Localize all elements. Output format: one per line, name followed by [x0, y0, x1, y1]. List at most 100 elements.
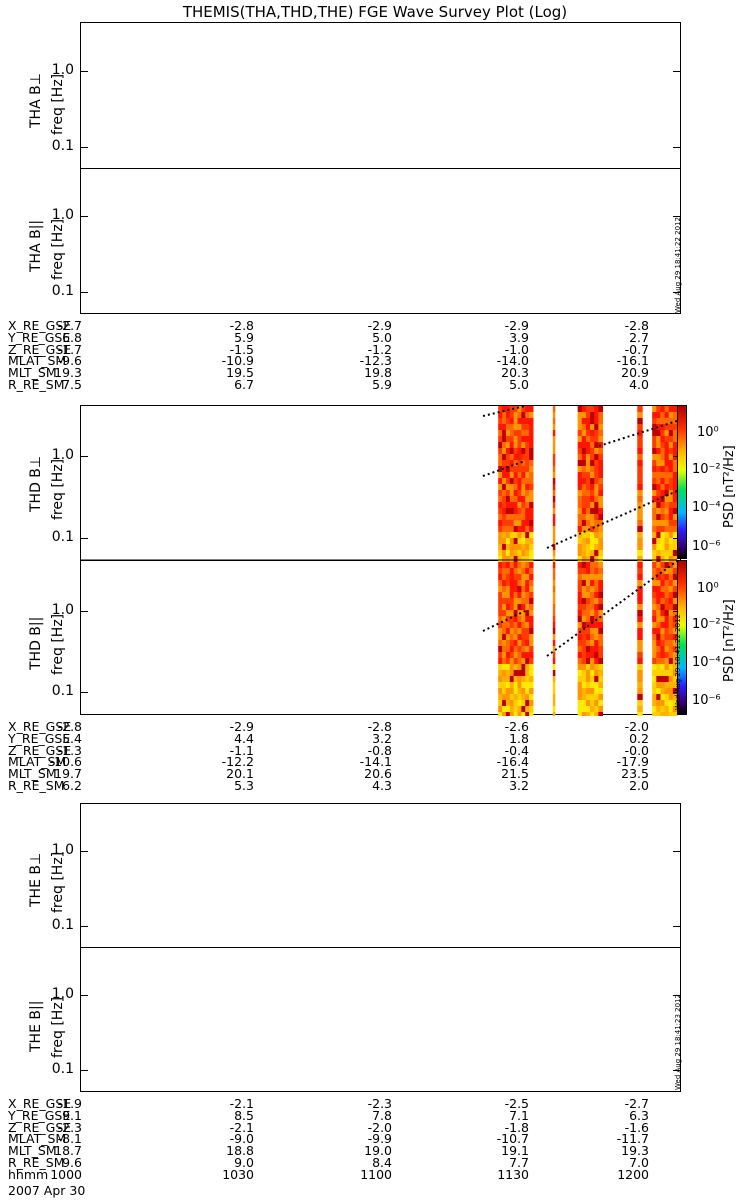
ephemeris-value: -2.1: [229, 1119, 254, 1135]
spectrogram-cell: [652, 670, 657, 677]
spectrogram-cell: [517, 622, 522, 629]
spectrogram-cell: [664, 670, 670, 677]
spectrogram-cell: [598, 628, 603, 635]
spectrogram-cell: [660, 550, 666, 557]
ytick-mark: [673, 292, 681, 294]
spectrogram-cell: [585, 502, 591, 509]
spectrogram-cell: [505, 454, 511, 461]
spectrogram-cell: [525, 496, 530, 503]
spectrogram-cell: [502, 502, 507, 509]
spectrogram-cell: [505, 556, 511, 563]
ephemeris-value: -10.7: [496, 1131, 529, 1147]
ephemeris-value: 6.8: [62, 329, 82, 345]
spectrogram-cell: [517, 550, 522, 557]
spectrogram-cell: [656, 532, 661, 539]
spectrogram-cell: [517, 496, 522, 503]
spectrogram-cell: [509, 688, 515, 695]
spectrogram-cell: [598, 676, 603, 683]
spectrogram-cell: [509, 586, 515, 593]
spectrogram-cell: [525, 472, 530, 479]
ephemeris-value: -2.8: [624, 318, 649, 333]
spectrogram-cell: [590, 604, 595, 611]
spectrogram-cell: [672, 478, 678, 485]
spectrogram-cell: [672, 580, 678, 587]
spectrogram-cell: [652, 466, 657, 473]
spectrogram-cell: [498, 424, 503, 431]
spectrogram-cell: [668, 460, 674, 467]
spectrogram-cell: [577, 712, 583, 716]
spectrogram-cell: [590, 544, 595, 551]
spectrogram-cell: [668, 562, 674, 569]
spectrogram-cell: [525, 688, 530, 695]
spectrogram-cell: [509, 652, 515, 659]
spectrogram-cell: [672, 460, 678, 467]
spectrogram-cell: [577, 592, 583, 599]
spectrogram-cell: [498, 538, 503, 545]
spectrogram-cell: [664, 502, 670, 509]
ephemeris-value: -2.0: [624, 719, 649, 734]
spectrogram-cell: [652, 526, 657, 533]
spectrogram-cell: [581, 418, 587, 425]
ytick-label: 1.0: [51, 602, 74, 619]
spectrogram-cell: [652, 676, 657, 683]
spectrogram-cell: [672, 544, 678, 551]
ephemeris-value: 7.8: [372, 1107, 392, 1123]
spectrogram-cell: [509, 556, 515, 563]
spectrogram-cell: [660, 616, 666, 623]
spectrogram-cell: [521, 556, 526, 563]
spectrogram-cell: [521, 646, 526, 653]
spectrogram-cell: [517, 436, 522, 443]
spectrogram-cell: [585, 706, 591, 713]
spectrogram-cell: [552, 550, 556, 557]
spectrogram-cell: [585, 532, 591, 539]
spectrogram-cell: [521, 442, 526, 449]
ephemeris-value: 9.1: [62, 1107, 82, 1123]
spectrogram-cell: [656, 550, 661, 557]
spectrogram-cell: [498, 610, 503, 617]
spectrogram-cell: [513, 658, 519, 665]
spectrogram-cell: [513, 418, 519, 425]
spectrogram-cell: [590, 562, 595, 569]
spectrogram-cell: [637, 436, 643, 443]
spectrogram-cell: [502, 658, 507, 665]
spectrogram-cell: [668, 706, 674, 713]
spectrogram-cell: [509, 460, 515, 467]
spectrogram-cell: [505, 436, 511, 443]
spectrogram-cell: [525, 544, 530, 551]
spectrogram-cell: [668, 556, 674, 563]
spectrogram-cell: [502, 436, 507, 443]
spectrogram-cell: [585, 550, 591, 557]
ephemeris-value: 9.6: [62, 1154, 82, 1170]
spectrogram-cell: [521, 682, 526, 689]
spectrogram-cell: [585, 676, 591, 683]
spectrogram-cell: [660, 568, 666, 575]
spectrogram-cell: [664, 700, 670, 707]
spectrogram-cell: [581, 442, 587, 449]
spectrogram-cell: [637, 658, 643, 665]
spectrogram-cell: [525, 586, 530, 593]
spectrogram-cell: [656, 604, 661, 611]
spectrogram-cell: [529, 430, 534, 437]
spectrogram-cell: [590, 466, 595, 473]
ytick-mark: [80, 994, 88, 996]
spectrogram-cell: [585, 652, 591, 659]
spectrogram-cell: [590, 496, 595, 503]
spectrogram-cell: [672, 610, 678, 617]
spectrogram-cell: [656, 490, 661, 497]
spectrogram-cell: [513, 502, 519, 509]
ephemeris-value: 1200: [617, 1166, 649, 1182]
spectrogram-cell: [581, 682, 587, 689]
spectrogram-cell: [672, 694, 678, 701]
spectrogram-cell: [577, 604, 583, 611]
spectrogram-cell: [509, 664, 515, 671]
spectrogram-cell: [525, 616, 530, 623]
spectrogram-cell: [594, 604, 599, 611]
spectrogram-cell: [517, 694, 522, 701]
spectrogram-cell: [594, 490, 599, 497]
spectrogram-cell: [598, 478, 603, 485]
spectrogram-cell: [668, 424, 674, 431]
spectrogram-cell: [509, 466, 515, 473]
spectrogram-cell: [521, 598, 526, 605]
spectrogram-cell: [660, 520, 666, 527]
spectrogram-cell: [581, 580, 587, 587]
